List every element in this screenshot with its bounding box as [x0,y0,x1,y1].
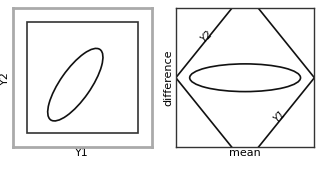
Bar [27,22,138,133]
Y-axis label: difference: difference [163,50,173,106]
Text: Y1: Y1 [272,109,288,124]
X-axis label: mean: mean [229,148,261,158]
Y-axis label: Y2: Y2 [0,71,10,85]
X-axis label: Y1: Y1 [75,148,89,158]
Text: Y2: Y2 [198,28,214,44]
